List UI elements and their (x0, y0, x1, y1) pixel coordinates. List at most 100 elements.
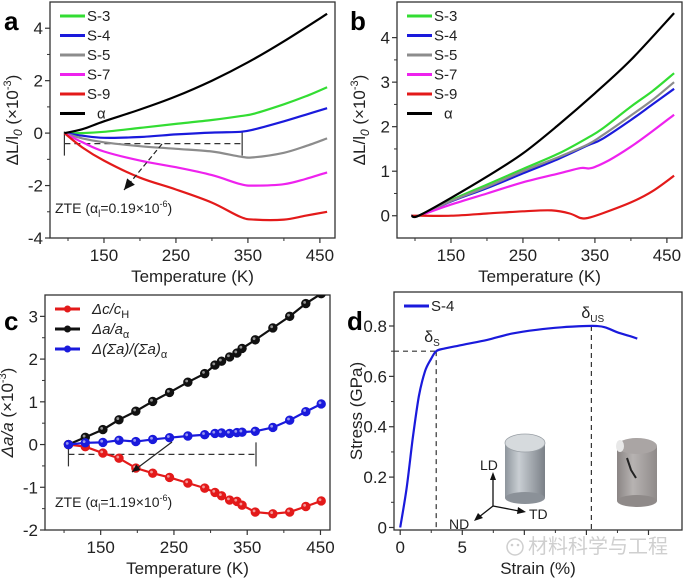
data-point-highlight (234, 429, 238, 433)
legend-marker (64, 325, 71, 333)
nd-axis (478, 505, 494, 518)
legend: S-3 S-4 S-5 S-7 S-9 α (407, 8, 457, 123)
data-point (183, 431, 193, 441)
data-point-highlight (270, 511, 274, 514)
series-2 (64, 107, 328, 139)
arrow-shaft (131, 441, 173, 473)
data-point (316, 295, 326, 299)
x-tick-label: 450 (306, 538, 334, 557)
panel-label: c (4, 306, 18, 336)
data-point-highlight (227, 354, 230, 358)
data-point-highlight (318, 401, 322, 405)
y-tick-label: 0 (34, 124, 43, 143)
data-point (147, 396, 158, 407)
data-point (268, 422, 278, 433)
legend-label: α (444, 106, 453, 123)
undeformed-sample-image (504, 433, 546, 504)
data-point (250, 426, 260, 436)
data-point-highlight (150, 436, 153, 440)
data-point-highlight (133, 438, 137, 442)
sample-body (617, 446, 657, 501)
data-point (114, 453, 124, 463)
y-tick-label: 3 (381, 73, 390, 92)
series-line (411, 81, 675, 218)
data-point (98, 437, 108, 448)
y-tick-label: 0.8 (363, 317, 387, 336)
data-point (80, 438, 90, 448)
series-line (63, 132, 328, 222)
legend-item: α (407, 106, 453, 123)
x-tick-label: 150 (437, 246, 465, 265)
data-point-highlight (150, 470, 153, 474)
legend-label: S-9 (434, 86, 457, 103)
y-axis-title: Stress (GPa) (347, 362, 366, 460)
data-point-highlight (116, 437, 120, 441)
data-point-highlight (185, 379, 189, 383)
data-point-highlight (303, 503, 307, 507)
data-point (285, 415, 295, 425)
arrow-head (132, 464, 141, 472)
data-point (301, 406, 311, 417)
series-1 (63, 439, 326, 519)
data-point (164, 433, 175, 443)
data-point-highlight (234, 498, 238, 502)
data-point (147, 434, 158, 445)
data-point-highlight (150, 398, 153, 402)
data-point-highlight (185, 433, 189, 437)
y-axis-title: ΔL/l0 (×10-3) (2, 75, 25, 166)
x-tick-label: 150 (86, 538, 114, 557)
data-layer (411, 12, 675, 220)
x-axis-title: Temperature (K) (131, 267, 254, 286)
data-point (131, 436, 141, 447)
fracture-chip (616, 440, 624, 452)
data-point-highlight (239, 345, 243, 349)
legend: S-3 S-4 S-5 S-7 S-9 α (60, 8, 110, 123)
series-2 (63, 295, 326, 450)
legend-item: S-7 (407, 67, 457, 84)
legend-label: Δ(Σa)/(Σa)α (91, 341, 168, 361)
series-3 (64, 132, 328, 159)
data-point-highlight (65, 441, 69, 445)
td-arrow-icon (517, 507, 526, 514)
wechat-icon (506, 538, 524, 556)
plot-frame (49, 1, 336, 239)
y-axis-title: Δa/a (×10-3) (0, 368, 17, 459)
data-point-highlight (166, 389, 170, 393)
legend-label: S-9 (87, 86, 110, 103)
panel-b-chart: b 150 250 350 450 0 1 2 3 4 Temperature (K) ΔL/l0 (… (349, 1, 683, 286)
legend-item: S-4 (404, 298, 454, 315)
legend-item: S-3 (60, 8, 110, 25)
data-point-highlight (227, 430, 230, 434)
data-point (63, 439, 74, 450)
x-axis-title: Strain (%) (500, 559, 576, 578)
data-point (268, 323, 278, 333)
data-point-highlight (185, 480, 189, 484)
data-point (200, 483, 210, 493)
x-tick-label: 450 (306, 246, 334, 265)
x-tick-label: 250 (162, 246, 190, 265)
y-tick-label: 1 (381, 162, 390, 181)
y-tick-label: 0 (378, 518, 387, 537)
td-label: TD (529, 506, 548, 522)
legend-item: S-9 (60, 86, 110, 103)
data-point-highlight (212, 362, 216, 366)
legend-item: Δ(Σa)/(Σa)α (55, 341, 168, 361)
y-tick-label: 4 (34, 19, 43, 38)
x-tick-label: 350 (233, 538, 261, 557)
data-point (200, 430, 210, 440)
series-4 (411, 113, 675, 218)
series-line (411, 113, 675, 218)
data-point-highlight (82, 440, 86, 444)
watermark-text: 材料科学与工程 (528, 534, 668, 558)
nd-label: ND (449, 516, 469, 532)
series-4 (63, 132, 328, 187)
x-tick-label: 350 (581, 246, 609, 265)
series-1 (64, 86, 328, 135)
x-tick-label: 150 (90, 246, 118, 265)
data-point (301, 298, 311, 309)
data-point-highlight (100, 439, 104, 443)
data-point-highlight (252, 428, 256, 432)
legend: S-4 (404, 298, 454, 315)
